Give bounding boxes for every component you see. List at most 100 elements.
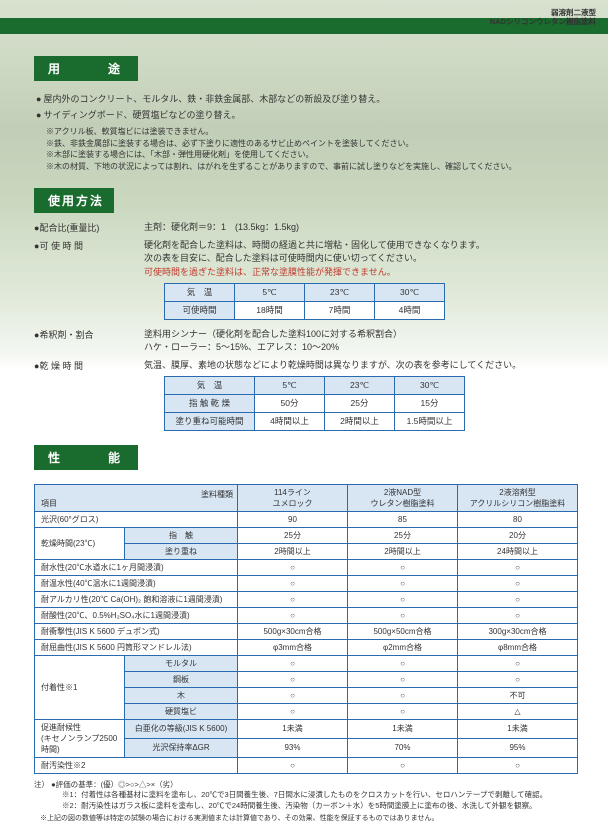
footnote-1: ※1：付着性は各種基材に塗料を塗布し、20℃で3日間養生後、7日間水に浸漬したも… [62,790,578,801]
perf-adh-label: 付着性※1 [35,655,125,719]
perf-bend-v2: φ2mm合格 [348,639,458,655]
perf-impact-label: 耐衝撃性(JIS K 5600 デュポン式) [35,623,238,639]
perf-adh-wood: 木 [125,687,238,703]
perf-glossret-v1: 93% [238,738,348,757]
table-row: 耐温水性(40℃温水に1週間浸漬) ○ ○ ○ [35,575,578,591]
perf-weather-label: 促進耐候性 (キセノンランプ2500時間) [35,719,125,757]
dry-h-temp: 気 温 [165,377,255,395]
perf-stain-v1: ○ [238,757,348,773]
perf-col-1: 114ライン ユメロック [238,484,348,511]
perf-whiten: 白亜化の等級(JIS K 5600) [125,719,238,738]
perf-acid-v3: ○ [458,607,578,623]
table-row: 促進耐候性 (キセノンランプ2500時間) 白亜化の等級(JIS K 5600)… [35,719,578,738]
potlife-text-2: 次の表を目安に、配合した塗料は可使時間内に使い切ってください。 [144,252,578,266]
main-content: 用 途 屋内外のコンクリート、モルタル、鉄・非鉄金属部、木部などの新設及び塗り替… [0,0,608,834]
perf-adh-steel-v3: ○ [458,671,578,687]
perf-whiten-v3: 1未満 [458,719,578,738]
footnotes: 注） ●評価の基準：(優）◎>○>△>×（劣） ※1：付着性は各種基材に塗料を塗… [34,780,578,824]
footnote-label: 注） [34,780,49,791]
dry-body: 気温、膜厚、素地の状態などにより乾燥時間は異なりますが、次の表を参考にしてくださ… [144,359,578,435]
pot-v-23: 7時間 [305,302,375,320]
footnote-fine: ※上記の図の数値等は特定の試験の場合における実測値または計算値であり、その効果、… [40,814,578,824]
perf-alkali-label: 耐アルカリ性(20℃ Ca(OH)₂ 飽和溶液に1週間浸漬) [35,591,238,607]
dry-r1-5: 50分 [255,395,325,413]
perf-water-v3: ○ [458,559,578,575]
dry-h-30: 30℃ [395,377,465,395]
perf-adh-wood-v2: ○ [348,687,458,703]
uses-note-3: 木部に塗装する場合には、「木部・弾性用硬化剤」を使用してください。 [46,149,578,161]
perf-recoat-label: 塗り重ね [125,543,238,559]
row-thinner: 希釈剤・割合 塗料用シンナー（硬化剤を配合した塗料100に対する希釈割合） ハケ… [34,328,578,355]
perf-warm-v1: ○ [238,575,348,591]
perf-gloss-v2: 85 [348,511,458,527]
potlife-text-3: 可使時間を過ぎた塗料は、正常な塗膜性能が発揮できません。 [144,266,578,280]
perf-alkali-v3: ○ [458,591,578,607]
perf-touch-v2: 25分 [348,527,458,543]
table-row: 耐汚染性※2 ○ ○ ○ [35,757,578,773]
table-row: 耐酸性(20℃、0.5%H₂SO₄水に1週間浸漬) ○ ○ ○ [35,607,578,623]
perf-whiten-v1: 1未満 [238,719,348,738]
perf-warm-v3: ○ [458,575,578,591]
perf-warm-v2: ○ [348,575,458,591]
perf-adh-wood-v3: 不可 [458,687,578,703]
perf-h-type-label: 塗料種類 [201,489,233,500]
row-potlife: 可 使 時 間 硬化剤を配合した塗料は、時間の経過と共に増粘・固化して使用できな… [34,239,578,324]
perf-h-item: 塗料種類 項目 [35,484,238,511]
perf-impact-v2: 500g×50cm合格 [348,623,458,639]
dry-text-1: 気温、膜厚、素地の状態などにより乾燥時間は異なりますが、次の表を参考にしてくださ… [144,359,578,373]
thinner-text-2: ハケ・ローラー：5～15%、エアレス：10～20% [144,341,578,355]
perf-adh-mortar: モルタル [125,655,238,671]
perf-glossret-v2: 70% [348,738,458,757]
perf-adh-mortar-v1: ○ [238,655,348,671]
pot-r-label: 可使時間 [165,302,235,320]
dry-r2-30: 1.5時間以上 [395,412,465,430]
thinner-label: 希釈剤・割合 [34,328,144,355]
potlife-table: 気 温 5℃ 23℃ 30℃ 可使時間 18時間 7時間 4時間 [164,283,445,320]
perf-alkali-v2: ○ [348,591,458,607]
pot-h-30: 30℃ [375,284,445,302]
row-dry: 乾 燥 時 間 気温、膜厚、素地の状態などにより乾燥時間は異なりますが、次の表を… [34,359,578,435]
perf-recoat-v3: 24時間以上 [458,543,578,559]
perf-water-label: 耐水性(20℃水道水に1ヶ月間浸漬) [35,559,238,575]
perf-adh-pvc: 硬質塩ビ [125,703,238,719]
dry-table: 気 温 5℃ 23℃ 30℃ 指 触 乾 燥 50分 25分 15分 塗り重ね可… [164,376,465,430]
footnote-2: ※2：耐汚染性はガラス板に塗料を塗布し、20℃で24時間養生後、汚染物（カーボン… [62,801,578,812]
table-row: 耐衝撃性(JIS K 5600 デュポン式) 500g×30cm合格 500g×… [35,623,578,639]
perf-adh-steel-v2: ○ [348,671,458,687]
thinner-body: 塗料用シンナー（硬化剤を配合した塗料100に対する希釈割合） ハケ・ローラー：5… [144,328,578,355]
potlife-label: 可 使 時 間 [34,239,144,324]
perf-gloss-v1: 90 [238,511,348,527]
perf-touch-label: 指 触 [125,527,238,543]
perf-adh-steel-v1: ○ [238,671,348,687]
perf-recoat-v2: 2時間以上 [348,543,458,559]
perf-whiten-v2: 1未満 [348,719,458,738]
perf-adh-wood-v1: ○ [238,687,348,703]
dry-r2-5: 4時間以上 [255,412,325,430]
uses-note-1: アクリル板、軟質塩ビには塗装できません。 [46,126,578,138]
perf-stain-v3: ○ [458,757,578,773]
perf-stain-v2: ○ [348,757,458,773]
perf-water-v1: ○ [238,559,348,575]
dry-label: 乾 燥 時 間 [34,359,144,435]
pot-h-5: 5℃ [235,284,305,302]
section-title-usage: 使用方法 [34,188,114,213]
uses-item-2: サイディングボード、硬質塩ビなどの塗り替え。 [36,109,578,123]
perf-bend-v1: φ3mm合格 [238,639,348,655]
potlife-body: 硬化剤を配合した塗料は、時間の経過と共に増粘・固化して使用できなくなります。 次… [144,239,578,324]
perf-alkali-v1: ○ [238,591,348,607]
perf-glossret-v3: 95% [458,738,578,757]
row-ratio: 配合比(重量比) 主剤：硬化剤＝9：1 (13.5kg：1.5kg) [34,221,578,235]
pot-h-temp: 気 温 [165,284,235,302]
perf-water-v2: ○ [348,559,458,575]
perf-acid-label: 耐酸性(20℃、0.5%H₂SO₄水に1週間浸漬) [35,607,238,623]
perf-stain-label: 耐汚染性※2 [35,757,238,773]
table-row: 乾燥時間(23℃) 指 触 25分 25分 20分 [35,527,578,543]
pot-h-23: 23℃ [305,284,375,302]
dry-r1-23: 25分 [325,395,395,413]
thinner-text-1: 塗料用シンナー（硬化剤を配合した塗料100に対する希釈割合） [144,328,578,342]
perf-glossret: 光沢保持率ΔGR [125,738,238,757]
perf-acid-v2: ○ [348,607,458,623]
table-row: 光沢(60°グロス) 90 85 80 [35,511,578,527]
table-row: 付着性※1 モルタル ○ ○ ○ [35,655,578,671]
perf-bend-label: 耐屈曲性(JIS K 5600 円筒形マンドレル法) [35,639,238,655]
